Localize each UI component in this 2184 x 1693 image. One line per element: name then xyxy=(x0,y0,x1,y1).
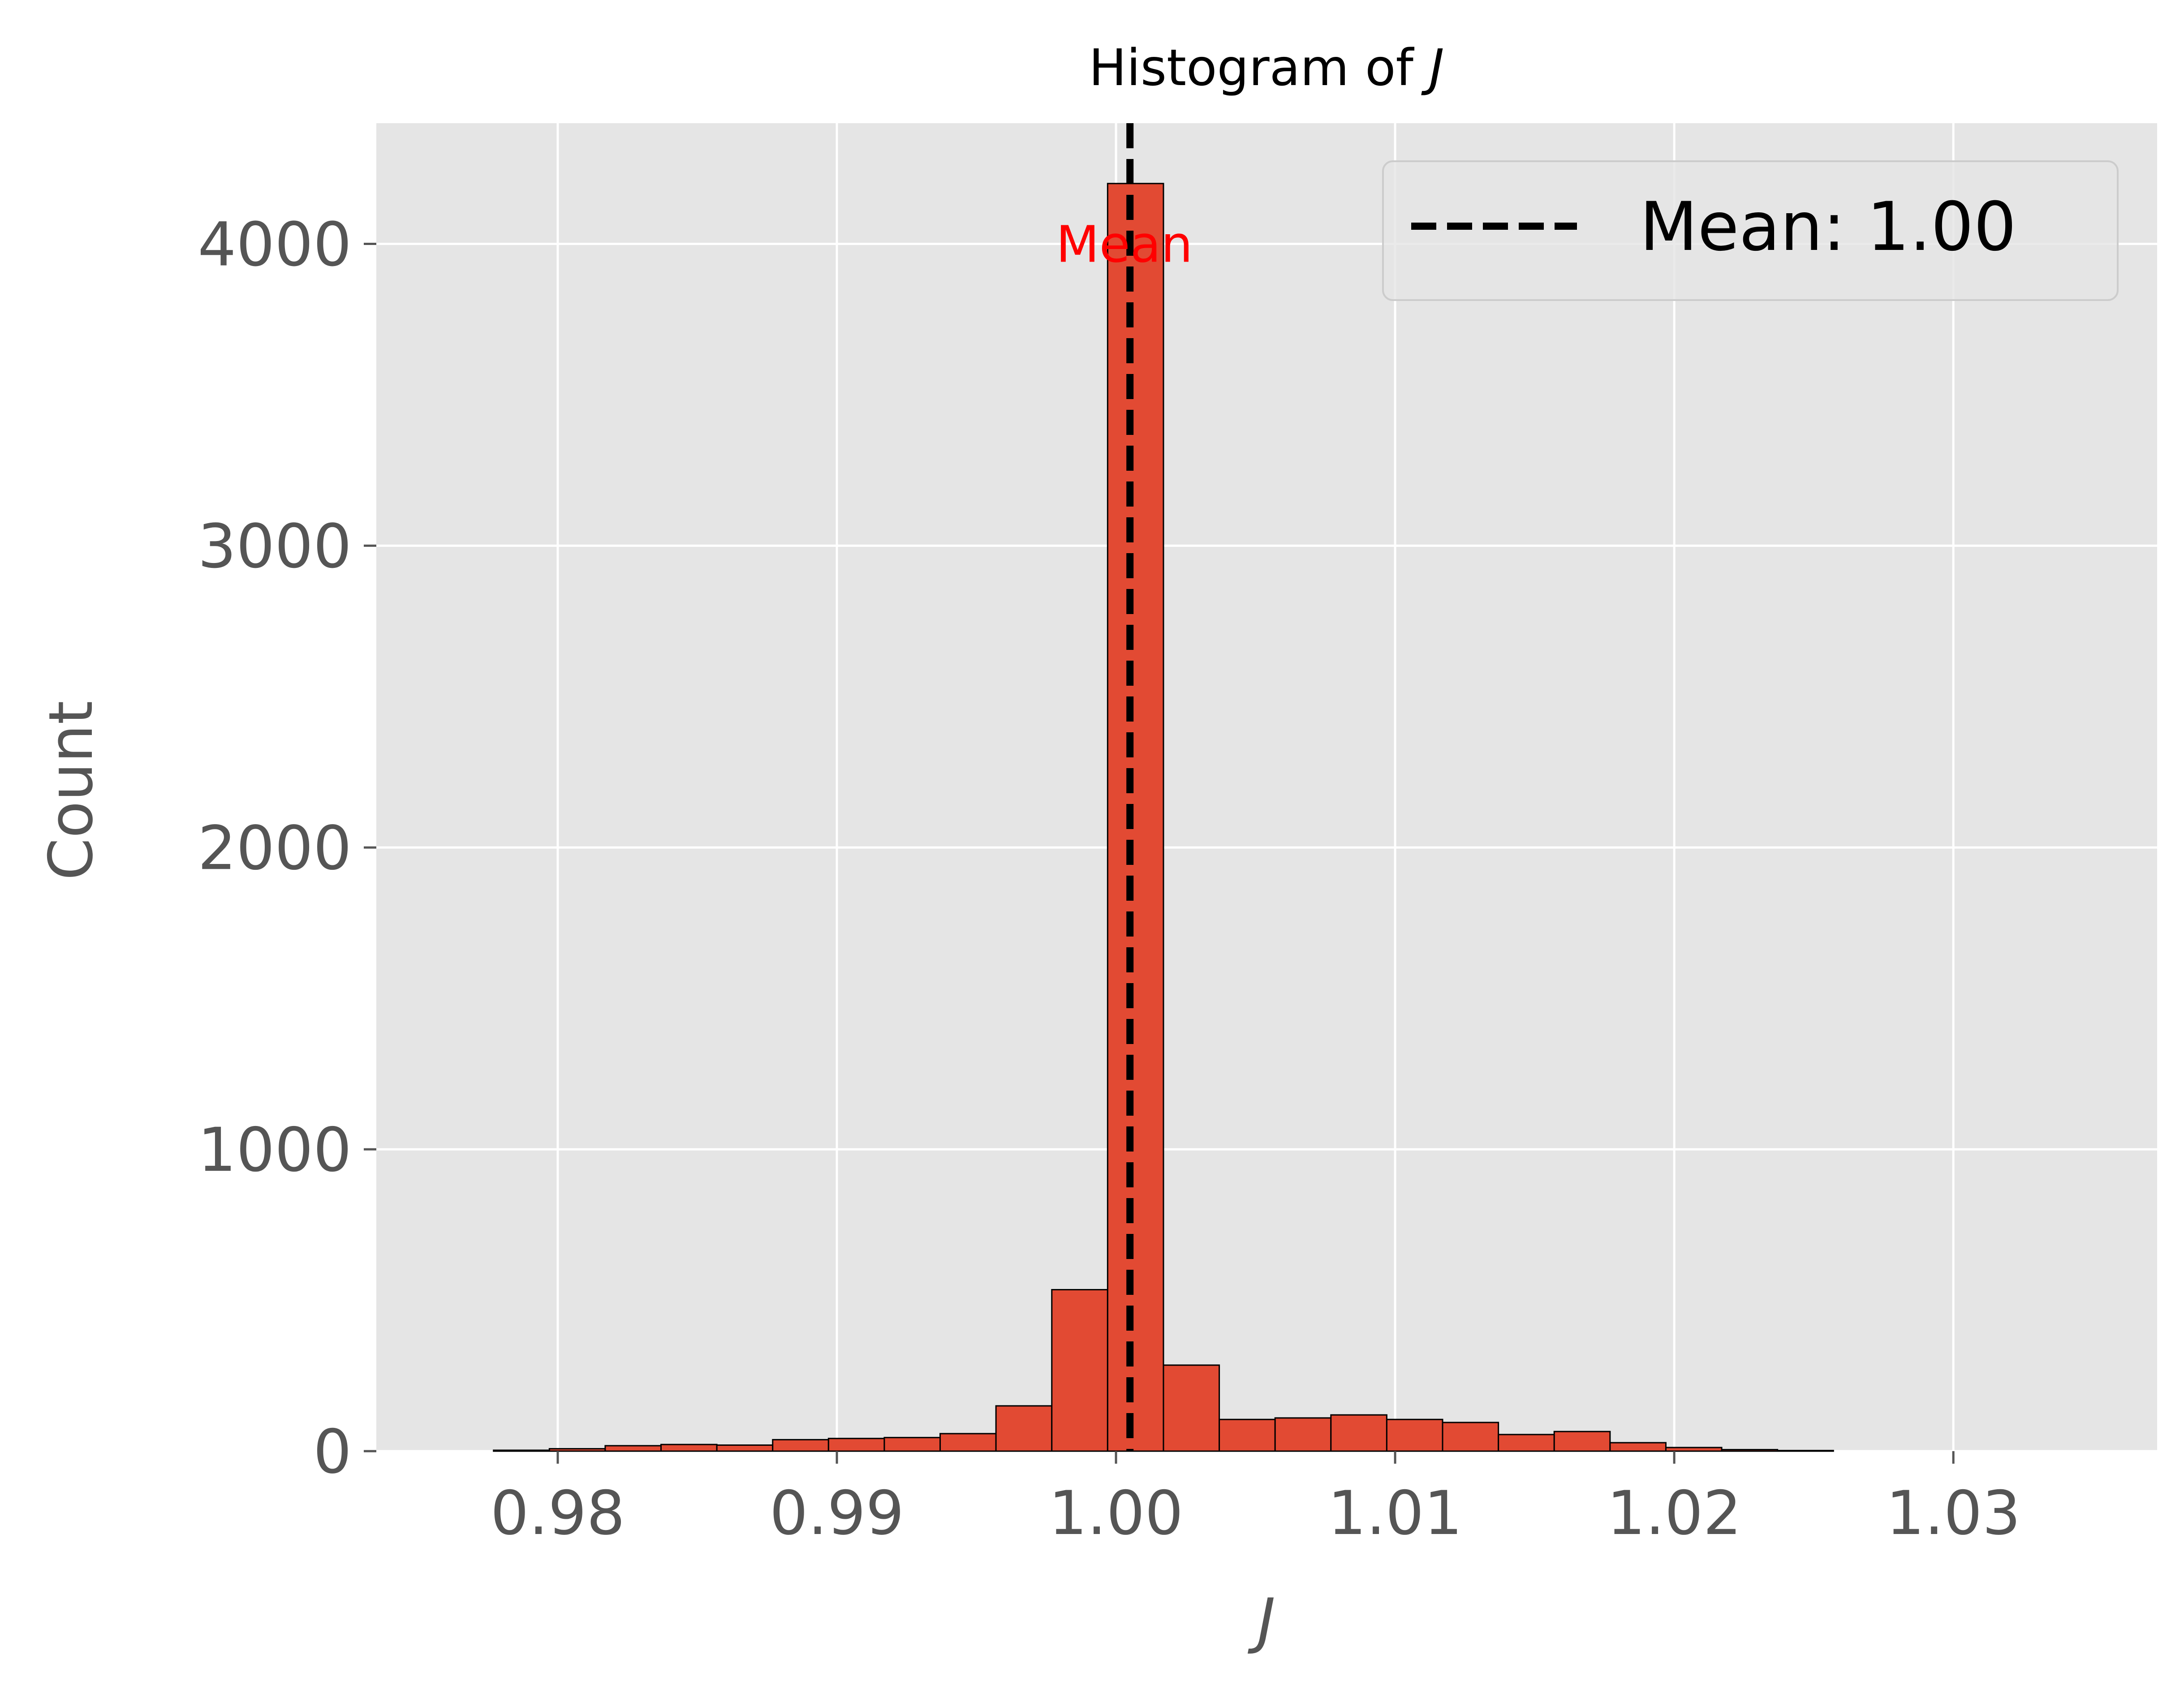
histogram-bar xyxy=(1553,1431,1611,1452)
histogram-bar xyxy=(493,1449,550,1452)
histogram-bar xyxy=(1051,1289,1108,1452)
y-tick-label: 4000 xyxy=(198,210,352,280)
x-tick-label: 1.01 xyxy=(1328,1478,1463,1548)
y-tick-label: 1000 xyxy=(198,1115,352,1185)
histogram-bar xyxy=(827,1438,885,1452)
y-tick-label: 2000 xyxy=(198,813,352,883)
x-tick-label: 1.00 xyxy=(1049,1478,1184,1548)
y-tick-label: 3000 xyxy=(198,511,352,581)
legend: Mean: 1.00 xyxy=(1382,160,2119,301)
plot-area xyxy=(376,123,2157,1451)
histogram-bar xyxy=(1609,1442,1667,1452)
legend-box xyxy=(1382,160,2119,301)
histogram-bar xyxy=(1721,1449,1779,1452)
chart-title: Histogram of J xyxy=(1089,39,1444,97)
histogram-bar xyxy=(1442,1422,1499,1452)
histogram-bar xyxy=(883,1437,941,1452)
x-tick-label: 1.03 xyxy=(1886,1478,2021,1548)
histogram-bar xyxy=(1498,1434,1555,1452)
histogram-bar xyxy=(1274,1417,1332,1452)
histogram-bars xyxy=(493,183,1834,1452)
x-tick-label: 0.98 xyxy=(491,1478,625,1548)
x-axis-ticks: 0.98 0.99 1.00 1.01 1.02 1.03 xyxy=(491,1451,2021,1548)
histogram-bar xyxy=(1163,1364,1220,1452)
histogram-bar xyxy=(772,1439,829,1452)
x-tick-label: 0.99 xyxy=(770,1478,905,1548)
histogram-bar xyxy=(1330,1414,1387,1452)
histogram-bar xyxy=(604,1445,662,1452)
legend-mean-label: Mean: 1.00 xyxy=(1640,188,2016,266)
histogram-bar xyxy=(548,1448,606,1452)
histogram-bar xyxy=(1386,1418,1443,1452)
x-tick-label: 1.02 xyxy=(1607,1478,1742,1548)
chart-title-prefix: Histogram of xyxy=(1089,39,1429,97)
histogram-bar xyxy=(1219,1418,1276,1452)
histogram-bar xyxy=(660,1444,718,1452)
histogram-bar xyxy=(995,1405,1053,1452)
histogram-bar xyxy=(939,1433,997,1452)
y-tick-label: 0 xyxy=(313,1417,352,1487)
y-axis-ticks: 0 1000 2000 3000 4000 xyxy=(198,210,376,1487)
histogram-bar xyxy=(1107,183,1164,1452)
histogram-bar xyxy=(1665,1447,1723,1452)
mean-annotation: Mean xyxy=(1056,216,1193,274)
mean-line-group: Mean xyxy=(1056,123,1193,1451)
y-axis-label: Count xyxy=(36,701,106,881)
histogram-bar xyxy=(716,1444,774,1452)
